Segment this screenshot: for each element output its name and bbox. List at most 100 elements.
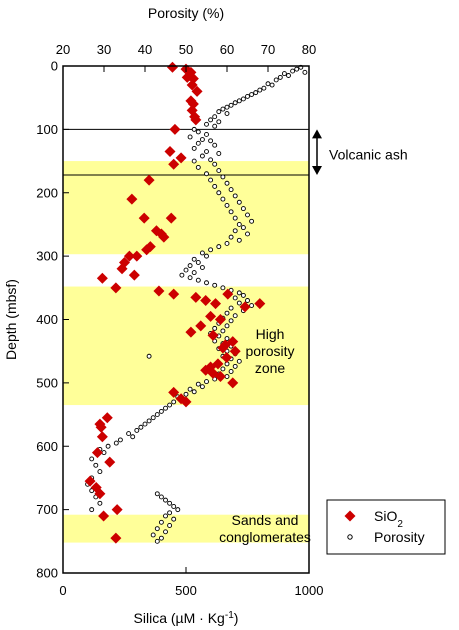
porosity-point	[228, 234, 234, 240]
porosity-point	[89, 507, 95, 513]
y-tick-label: 500	[36, 375, 58, 390]
bottom-axis-label: Silica (µM · Kg-1)	[134, 610, 239, 627]
y-tick-label: 800	[36, 566, 58, 581]
porosity-point	[167, 523, 173, 528]
top-x-tick-label: 20	[56, 42, 70, 57]
porosity-point	[216, 190, 222, 196]
porosity-point	[150, 415, 156, 421]
porosity-point	[245, 298, 250, 303]
porosity-point	[240, 206, 246, 212]
shaded-zone-1	[63, 286, 309, 406]
porosity-point	[224, 104, 230, 110]
silica-point	[166, 61, 178, 73]
porosity-point	[236, 221, 242, 227]
porosity-point	[212, 123, 218, 129]
porosity-point	[204, 149, 209, 155]
y-tick-label: 100	[36, 122, 58, 137]
porosity-point	[191, 270, 197, 276]
porosity-point	[195, 381, 201, 387]
silica-point	[214, 314, 226, 325]
silica-point	[227, 377, 239, 389]
silica-point	[164, 146, 176, 158]
porosity-point	[195, 164, 201, 170]
porosity-point	[220, 174, 226, 180]
silica-point	[185, 326, 197, 338]
porosity-point	[224, 310, 230, 316]
porosity-point	[212, 142, 218, 148]
porosity-point	[224, 111, 230, 116]
porosity-point	[302, 69, 308, 75]
silica-point	[217, 342, 229, 354]
porosity-point	[163, 405, 168, 411]
annotation-line: conglomerates	[219, 529, 311, 545]
silica-point	[101, 412, 113, 424]
porosity-point	[228, 102, 234, 108]
porosity-point	[216, 119, 222, 125]
porosity-point	[220, 196, 226, 202]
porosity-point	[167, 510, 173, 516]
silica-point	[158, 231, 170, 243]
bottom-x-tick-label: 500	[175, 583, 197, 598]
porosity-point	[212, 161, 218, 167]
top-axis-label: Porosity (%)	[148, 5, 224, 21]
silica-point	[110, 532, 122, 544]
y-tick-label: 200	[36, 185, 58, 200]
shaded-zones	[63, 161, 309, 543]
porosity-point	[126, 431, 132, 437]
legend-box	[326, 499, 446, 555]
porosity-point	[220, 328, 226, 334]
silica-point	[210, 298, 222, 310]
porosity-point	[138, 424, 144, 430]
porosity-point	[191, 158, 197, 164]
porosity-point	[281, 71, 287, 77]
silica-point	[128, 269, 140, 281]
annotation-line: porosity	[245, 343, 294, 359]
silica-point	[186, 79, 198, 91]
silica-point	[116, 263, 128, 275]
porosity-point	[220, 366, 226, 372]
porosity-point	[286, 73, 291, 78]
porosity-point	[199, 384, 205, 390]
legend-silica-marker	[344, 510, 356, 522]
porosity-point	[240, 225, 246, 231]
silica-point	[239, 301, 251, 313]
porosity-point	[232, 215, 238, 221]
porosity-point	[187, 263, 193, 269]
silica-point	[168, 158, 180, 170]
silica-point	[222, 288, 234, 300]
porosity-point	[249, 92, 255, 97]
porosity-point	[191, 145, 197, 151]
silica-point	[168, 288, 180, 300]
porosity-point	[240, 292, 246, 298]
silica-point	[205, 310, 217, 322]
porosity-point	[232, 100, 238, 106]
porosity-point	[236, 358, 242, 364]
porosity-point	[216, 151, 222, 156]
silica-point	[123, 250, 135, 262]
silica-point	[214, 371, 226, 383]
porosity-point	[277, 74, 283, 80]
porosity-point	[212, 183, 218, 189]
porosity-point	[154, 491, 160, 497]
porosity-point	[146, 353, 152, 359]
porosity-point	[154, 538, 160, 544]
silica-point	[180, 396, 192, 408]
legend-porosity-marker	[347, 534, 353, 540]
axis-ticks	[62, 65, 310, 574]
porosity-point	[130, 434, 136, 440]
porosity-point	[204, 121, 209, 127]
silica-point	[229, 345, 241, 357]
porosity-point	[191, 126, 197, 132]
porosity-point	[228, 305, 234, 311]
silica-point	[153, 285, 165, 297]
porosity-point	[220, 285, 226, 291]
silica-point	[221, 352, 233, 364]
porosity-point	[97, 500, 103, 506]
porosity-point	[240, 96, 246, 102]
porosity-point	[134, 427, 140, 433]
porosity-point	[199, 265, 205, 270]
porosity-point	[208, 247, 214, 253]
porosity-point	[212, 114, 218, 120]
